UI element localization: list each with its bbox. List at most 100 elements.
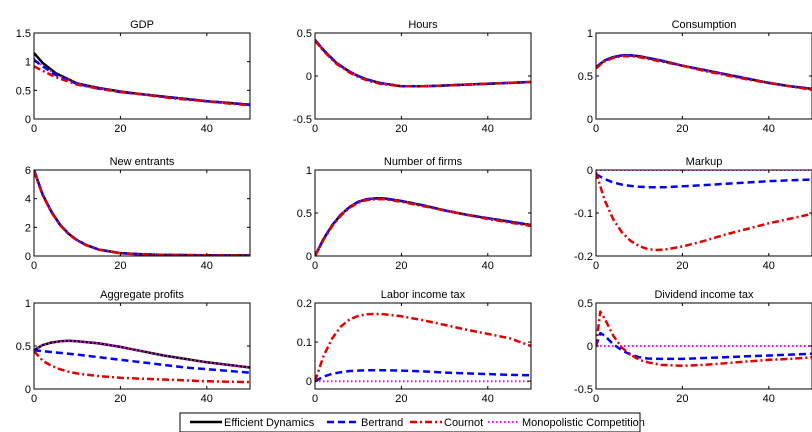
x-tick-label: 40 (201, 260, 213, 272)
series-line-cournot (596, 171, 812, 252)
x-tick-label: 20 (114, 260, 126, 272)
y-tick-label: 0.5 (16, 341, 31, 353)
y-tick-label: 0.5 (16, 85, 31, 97)
series-group (315, 197, 531, 256)
x-tick-label: 0 (593, 123, 599, 135)
y-tick-label: 0.5 (297, 28, 312, 40)
y-tick-label: 1 (25, 298, 31, 310)
x-tick-label: 40 (201, 123, 213, 135)
panel-title: GDP (130, 19, 154, 31)
series-line-cournot (34, 170, 250, 256)
panel-gdp: GDP 0 20 40 0 0.5 1 1.5 (16, 19, 251, 135)
y-tick-label: 6 (25, 165, 31, 177)
series-group (596, 170, 812, 252)
x-tick-label: 20 (114, 123, 126, 135)
series-group (34, 52, 250, 107)
x-tick-label: 20 (114, 393, 126, 405)
y-tick-label: 0 (587, 165, 593, 177)
x-tick-label: 20 (395, 260, 407, 272)
y-tick-label: -0.5 (574, 384, 593, 396)
x-tick-label: 0 (312, 260, 318, 272)
x-tick-label: 0 (31, 123, 37, 135)
legend-label-cournot: Cournot (444, 417, 483, 429)
y-tick-label: 1 (587, 28, 593, 40)
y-tick-label: 0 (25, 384, 31, 396)
series-line-bertrand (596, 173, 812, 189)
y-tick-label: 0 (25, 251, 31, 263)
series-line-cournot (596, 54, 812, 92)
x-tick-label: 20 (676, 393, 688, 405)
x-tick-label: 40 (482, 393, 494, 405)
panel-title: Markup (686, 156, 723, 168)
y-tick-label: 0 (306, 71, 312, 83)
x-tick-label: 40 (763, 393, 775, 405)
legend-label-monopolistic: Monopolistic Competition (522, 417, 645, 429)
series-line-monopolistic (34, 339, 250, 369)
series-group (315, 312, 531, 383)
x-tick-label: 0 (312, 393, 318, 405)
y-tick-label: -0.5 (293, 114, 312, 126)
y-tick-label: 0.5 (297, 208, 312, 220)
series-group (34, 339, 250, 384)
series-group (34, 170, 250, 256)
series-line-cournot (34, 65, 250, 107)
y-tick-label: 0 (587, 114, 593, 126)
axes-frame (33, 32, 251, 120)
legend-label-efficient: Efficient Dynamics (224, 417, 315, 429)
x-tick-label: 0 (593, 393, 599, 405)
x-tick-label: 0 (31, 260, 37, 272)
series-line-bertrand (315, 368, 531, 383)
panel-title: Labor income tax (381, 289, 466, 301)
y-tick-label: 0 (587, 341, 593, 353)
series-line-bertrand (596, 331, 812, 361)
x-tick-label: 20 (395, 393, 407, 405)
x-tick-label: 0 (31, 393, 37, 405)
legend-label-bertrand: Bertrand (361, 417, 403, 429)
panel-title: Consumption (672, 19, 737, 31)
y-tick-label: 4 (25, 194, 31, 206)
x-tick-label: 40 (763, 123, 775, 135)
y-tick-label: 1 (306, 165, 312, 177)
axes-frame (314, 302, 532, 390)
series-group (315, 39, 531, 88)
panel-labor-income-tax: Labor income tax 0 20 40 0 0.1 0.2 (297, 289, 532, 405)
y-tick-label: 2 (25, 222, 31, 234)
panel-title: Aggregate profits (100, 289, 184, 301)
series-group (596, 310, 812, 368)
x-tick-label: 40 (482, 123, 494, 135)
series-line-cournot (315, 197, 531, 256)
series-line-cournot (315, 39, 531, 88)
panel-new-entrants: New entrants 0 20 40 0 2 4 6 (25, 156, 251, 272)
x-tick-label: 40 (201, 393, 213, 405)
y-tick-label: 0.2 (297, 298, 312, 310)
y-tick-label: 0.5 (578, 298, 593, 310)
y-tick-label: 0 (25, 114, 31, 126)
panel-title: Number of firms (384, 156, 463, 168)
series-line-monopolistic (596, 54, 812, 90)
series-line-bertrand (34, 349, 250, 374)
panel-title: New entrants (110, 156, 175, 168)
x-tick-label: 20 (395, 123, 407, 135)
series-group (596, 54, 812, 92)
y-tick-label: 1 (25, 57, 31, 69)
y-tick-label: 0.1 (297, 337, 312, 349)
x-tick-label: 0 (593, 260, 599, 272)
panel-number-of-firms: Number of firms 0 20 40 0 0.5 1 (297, 156, 532, 272)
panel-title: Hours (408, 19, 438, 31)
y-tick-label: 0.5 (578, 71, 593, 83)
panel-markup: Markup 0 20 40 -0.2 -0.1 0 (574, 156, 812, 272)
x-tick-label: 20 (676, 123, 688, 135)
x-tick-label: 40 (482, 260, 494, 272)
series-line-cournot (34, 350, 250, 384)
x-tick-label: 40 (763, 260, 775, 272)
x-tick-label: 0 (312, 123, 318, 135)
panel-aggregate-profits: Aggregate profits 0 20 40 0 0.5 1 (16, 289, 251, 405)
y-tick-label: -0.2 (574, 251, 593, 263)
x-tick-label: 20 (676, 260, 688, 272)
legend: Efficient Dynamics Bertrand Cournot Mono… (179, 412, 645, 432)
